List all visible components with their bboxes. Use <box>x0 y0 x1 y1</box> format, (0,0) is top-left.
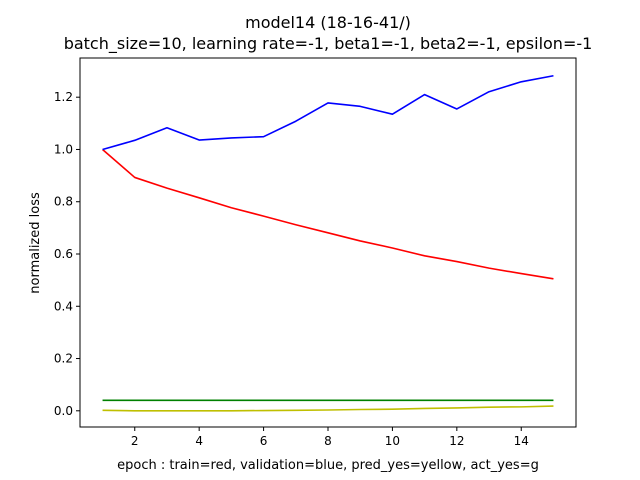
y-tick-label: 0.4 <box>54 299 73 313</box>
x-tick-label: 2 <box>131 434 139 448</box>
series-line-3 <box>102 405 554 412</box>
x-tick-label: 8 <box>324 434 332 448</box>
y-tick-label: 0.8 <box>54 195 73 209</box>
x-tick-label: 12 <box>449 434 464 448</box>
chart-subtitle: batch_size=10, learning rate=-1, beta1=-… <box>64 34 593 54</box>
y-tick-label: 0.2 <box>54 352 73 366</box>
x-tick-label: 14 <box>514 434 529 448</box>
x-tick-label: 10 <box>385 434 400 448</box>
y-axis-label: normalized loss <box>28 192 43 294</box>
x-axis-label: epoch : train=red, validation=blue, pred… <box>117 458 539 473</box>
ticks-layer: 2 4 6 8 10 12 14 0.0 0.2 0.4 0.6 0.8 1.0 1.2 <box>54 90 529 448</box>
y-tick-label: 0.0 <box>54 404 73 418</box>
x-tick-label: 6 <box>260 434 268 448</box>
chart-title: model14 (18-16-41/) <box>245 13 411 32</box>
series-line-0 <box>102 148 554 280</box>
x-tick-label: 4 <box>195 434 203 448</box>
y-tick-label: 1.2 <box>54 90 73 104</box>
series-layer <box>102 74 554 412</box>
y-tick-label: 0.6 <box>54 247 73 261</box>
y-tick-label: 1.0 <box>54 142 73 156</box>
plot-frame <box>79 57 577 428</box>
series-line-1 <box>102 74 554 151</box>
